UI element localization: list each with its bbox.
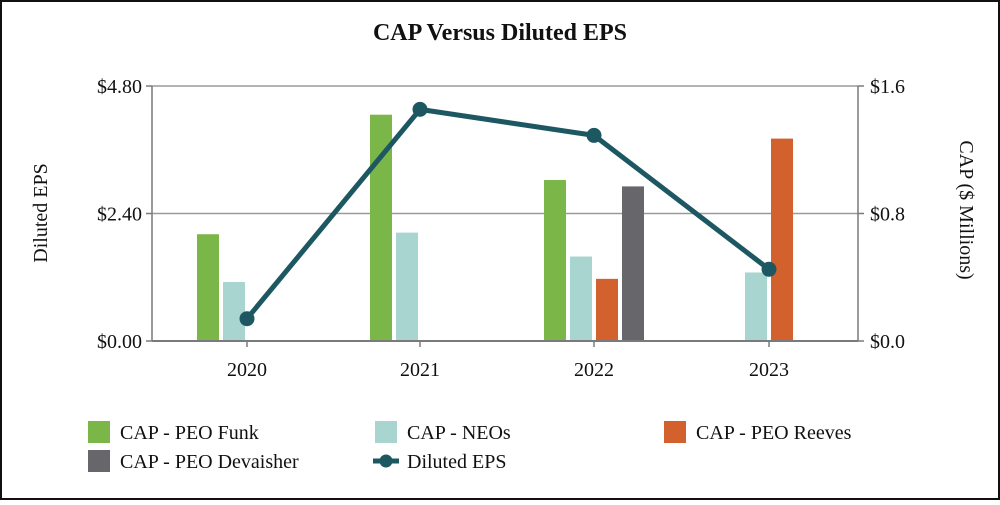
x-tick-label: 2023	[749, 359, 789, 381]
legend-label-cap-peo-reeves: CAP - PEO Reeves	[696, 422, 852, 444]
legend-swatch-marker-diluted-eps	[379, 454, 393, 468]
bar-cap-peo-reeves	[771, 138, 793, 341]
bar-cap-peo-funk	[370, 114, 392, 341]
legend: CAP - PEO Funk CAP - NEOs CAP - PEO Reeves…	[88, 421, 852, 473]
bar-cap-neos	[745, 272, 767, 341]
bar-cap-peo-reeves	[596, 278, 618, 341]
x-tick-label: 2021	[400, 359, 440, 381]
x-tick-label: 2020	[227, 359, 267, 381]
x-tick-label: 2022	[574, 359, 614, 381]
y-axis-left-label: Diluted EPS	[30, 163, 52, 262]
y-right-tick-label: $0.8	[870, 204, 905, 226]
legend-label-cap-peo-devaisher: CAP - PEO Devaisher	[120, 451, 299, 473]
y-axis-right-label: CAP ($ Millions)	[955, 140, 977, 279]
legend-swatch-cap-peo-devaisher	[88, 450, 110, 472]
bars	[197, 114, 793, 341]
legend-swatch-cap-peo-reeves	[664, 421, 686, 443]
bar-cap-neos	[396, 232, 418, 341]
eps-line	[239, 101, 777, 327]
legend-swatch-cap-neos	[375, 421, 397, 443]
bar-cap-peo-funk	[197, 234, 219, 341]
eps-point	[586, 127, 602, 143]
eps-line-path	[245, 106, 771, 321]
bar-cap-neos	[570, 256, 592, 341]
chart-title: CAP Versus Diluted EPS	[373, 20, 627, 46]
eps-point	[239, 311, 255, 327]
y-left-tick-label: $0.00	[97, 331, 142, 353]
legend-label-cap-peo-funk: CAP - PEO Funk	[120, 422, 259, 444]
y-left-tick-label: $2.40	[97, 204, 142, 226]
y-right-tick-label: $0.0	[870, 331, 905, 353]
legend-label-diluted-eps: Diluted EPS	[407, 451, 506, 473]
bar-cap-peo-devaisher	[622, 186, 644, 341]
bar-cap-neos	[223, 282, 245, 341]
bar-cap-peo-funk	[544, 180, 566, 341]
y-left-tick-label: $4.80	[97, 76, 142, 98]
axes: $0.00 $2.40 $4.80 $0.0 $0.8 $1.6 2020 2021 2022 2…	[97, 76, 905, 381]
legend-label-cap-neos: CAP - NEOs	[407, 422, 511, 444]
legend-swatch-cap-peo-funk	[88, 421, 110, 443]
eps-point	[412, 101, 428, 117]
eps-point	[761, 261, 777, 277]
y-right-tick-label: $1.6	[870, 76, 905, 98]
